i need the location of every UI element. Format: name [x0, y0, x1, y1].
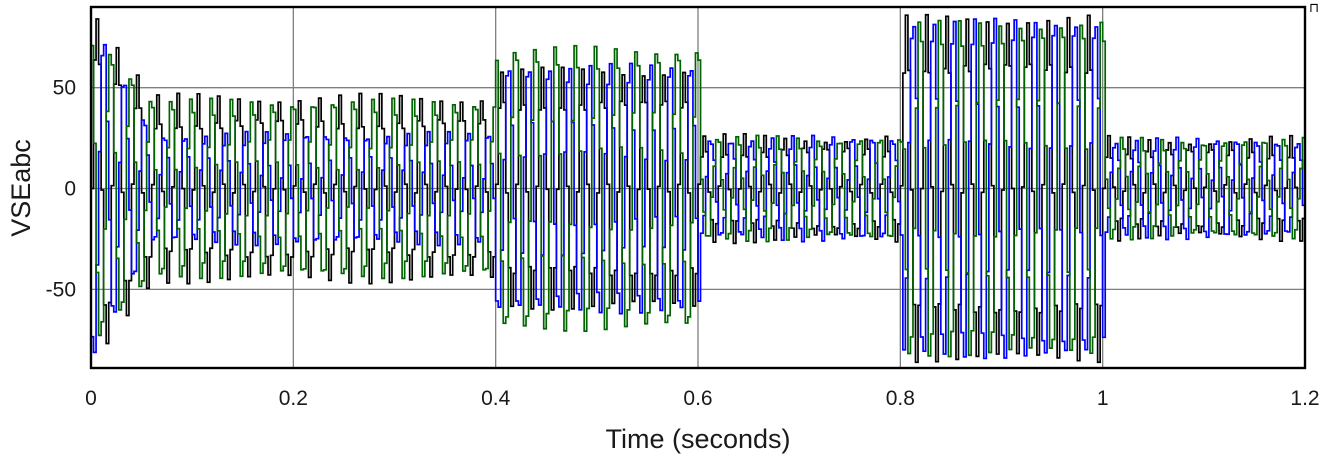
y-tick-label: 0 [64, 178, 76, 201]
y-axis-title: VSEabc [6, 139, 36, 237]
series-phase-b [91, 17, 1306, 360]
plot-series [91, 13, 1306, 364]
series-phase-a [91, 13, 1306, 364]
x-tick-label: 1.2 [1290, 387, 1319, 410]
x-tick-label: 0 [85, 387, 97, 410]
series-phase-c [91, 19, 1306, 358]
plot-frame [89, 5, 1307, 370]
y-tick-labels: -50 0 50 [46, 77, 76, 302]
y-tick-label: -50 [46, 278, 76, 301]
x-axis-title: Time (seconds) [605, 424, 790, 454]
x-tick-label: 1 [1097, 387, 1109, 410]
x-tick-label: 0.6 [683, 387, 712, 410]
corner-glyph-icon: ⊓ [1309, 1, 1319, 16]
x-tick-label: 0.2 [279, 387, 308, 410]
x-tick-label: 0.8 [886, 387, 915, 410]
x-tick-labels: 0 0.2 0.4 0.6 0.8 1 1.2 [85, 387, 1319, 410]
x-tick-label: 0.4 [481, 387, 511, 410]
y-tick-label: 50 [53, 77, 76, 100]
